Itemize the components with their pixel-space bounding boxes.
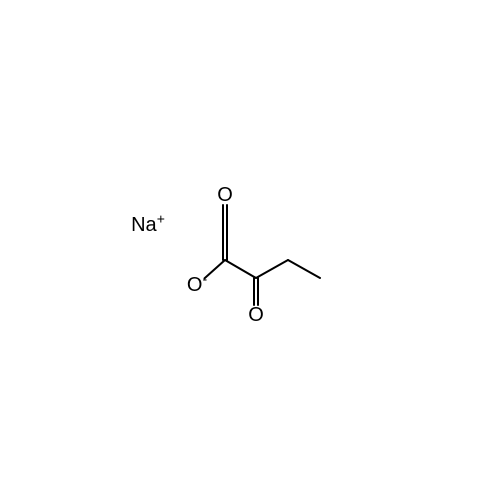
atom-label-na: Na+ bbox=[131, 215, 165, 235]
atom-label-o_dbl2: O bbox=[248, 305, 264, 325]
bond-layer bbox=[0, 0, 500, 500]
atom-label-o_dbl1: O bbox=[217, 185, 233, 205]
atom-label-o_min: O- bbox=[187, 275, 207, 295]
structure-diagram: Na+ O- O O bbox=[0, 0, 500, 500]
